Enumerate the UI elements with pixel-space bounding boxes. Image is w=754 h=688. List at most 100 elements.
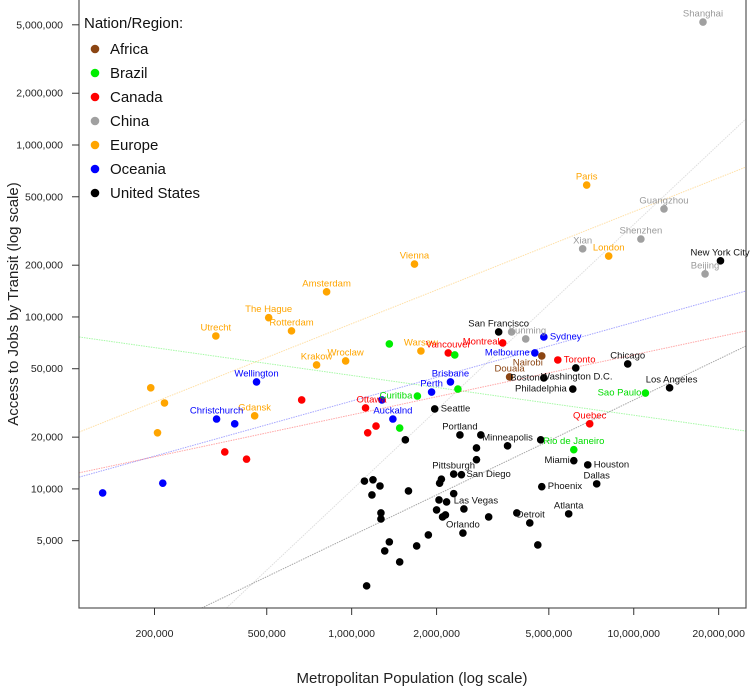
data-point-amsterdam	[322, 288, 331, 296]
legend-entry-europe: Europe	[110, 137, 158, 154]
data-point-london	[604, 252, 613, 260]
data-point-gdansk	[250, 412, 259, 420]
legend-marker-brazil	[90, 68, 100, 78]
data-point-new-york-city	[716, 257, 725, 265]
data-point-philadelphia	[568, 385, 577, 393]
data-point-quebec	[585, 420, 594, 428]
point-label-gdansk: Gdansk	[238, 402, 271, 413]
point-label-london: London	[593, 243, 625, 254]
data-point-united-states	[435, 479, 444, 487]
data-point-oceania	[230, 420, 239, 428]
point-label-christchurch: Christchurch	[190, 406, 243, 417]
x-tick-label: 5,000,000	[525, 628, 572, 640]
data-point-detroit	[525, 519, 534, 527]
y-tick-label: 1,000,000	[16, 140, 63, 152]
point-label-seattle: Seattle	[441, 403, 471, 414]
data-point-chicago	[623, 360, 632, 368]
data-point-united-states	[401, 436, 410, 444]
y-axis: 5,000 10,000 20,000 50,000 100,000 200,000 500…	[16, 19, 79, 547]
data-point-melbourne	[531, 349, 539, 357]
point-label-warsaw: Warsaw	[404, 337, 438, 348]
legend-marker-europe	[90, 140, 100, 150]
data-point-ottawa	[361, 404, 370, 412]
point-label-shanghai: Shanghai	[683, 9, 723, 20]
data-point-nairobi	[537, 352, 546, 360]
point-label-montreal: Montreal	[463, 336, 500, 347]
data-point-united-states	[369, 475, 377, 484]
data-point-kunming	[521, 335, 530, 343]
point-label-rio-de-janeiro: Rio de Janeiro	[543, 436, 604, 447]
x-tick-label: 20,000,000	[692, 628, 745, 640]
data-point-united-states	[404, 487, 413, 495]
y-tick-label: 500,000	[25, 191, 63, 203]
trend-line-brazil	[78, 336, 747, 432]
data-point-krakow	[312, 361, 321, 369]
y-tick-label: 200,000	[25, 260, 63, 272]
y-tick-label: 100,000	[25, 311, 63, 323]
data-point-china	[507, 328, 516, 336]
data-point-united-states	[376, 482, 384, 490]
data-point-united-states	[360, 477, 369, 485]
data-point-wellington	[252, 378, 261, 386]
data-point-united-states	[435, 496, 443, 504]
data-point-united-states	[536, 436, 545, 444]
point-label-wroclaw: Wroclaw	[328, 347, 364, 358]
data-point-europe	[160, 399, 169, 407]
data-point-rio-de-janeiro	[569, 445, 578, 454]
data-point-united-states	[395, 558, 404, 566]
point-label-shenzhen: Shenzhen	[619, 226, 662, 237]
data-point-canada	[220, 448, 229, 456]
point-label-sydney: Sydney	[550, 331, 582, 342]
point-label-philadelphia: Philadelphia	[515, 384, 567, 395]
data-point-united-states	[477, 431, 485, 439]
data-point-united-states	[432, 506, 441, 514]
point-label-washington-d-c: Washington D.C.	[541, 371, 612, 382]
point-label-douala: Douala	[495, 363, 526, 374]
legend-entry-canada: Canada	[110, 89, 163, 106]
point-label-las-vegas: Las Vegas	[454, 495, 499, 506]
plot-frame	[78, 0, 747, 609]
data-point-united-states	[438, 513, 447, 521]
data-point-portland	[456, 431, 464, 439]
data-point-united-states	[385, 538, 394, 546]
data-point-shanghai	[699, 18, 707, 26]
point-label-detroit: Detroit	[517, 509, 545, 520]
legend-marker-canada	[90, 92, 100, 102]
point-label-beijing: Beijing	[691, 260, 720, 271]
data-point-united-states	[377, 509, 385, 517]
data-point-minneapolis	[503, 442, 512, 450]
x-tick-label: 500,000	[248, 628, 286, 640]
data-point-atlanta	[564, 510, 573, 518]
point-label-toronto: Toronto	[564, 354, 596, 365]
legend-title: Nation/Region:	[84, 15, 183, 32]
data-point-vienna	[410, 260, 419, 268]
data-point-united-states	[424, 531, 433, 539]
y-axis-title: Access to Jobs by Transit (log scale)	[5, 182, 22, 425]
data-point-san-francisco	[494, 328, 503, 336]
data-point-douala	[505, 373, 514, 381]
point-label-orlando: Orlando	[446, 520, 480, 531]
data-point-phoenix	[537, 482, 546, 491]
data-point-united-states	[442, 498, 451, 506]
trend-line-canada	[78, 330, 747, 474]
data-point-boston	[540, 374, 548, 382]
point-label-chicago: Chicago	[610, 350, 645, 361]
data-point-christchurch	[212, 415, 221, 423]
data-point-sao-paulo	[641, 389, 650, 397]
data-point-las-vegas	[460, 505, 468, 513]
point-label-wellington: Wellington	[234, 368, 278, 379]
legend: Nation/Region: Africa Brazil Canada China Eu…	[84, 15, 200, 202]
point-label-san-francisco: San Francisco	[468, 318, 529, 329]
trend-line-china	[226, 118, 747, 609]
legend-marker-united-states	[90, 188, 100, 198]
point-label-pittsburgh: Pittsburgh	[432, 461, 475, 472]
point-label-brisbane: Brisbane	[432, 368, 470, 379]
data-point-san-diego	[457, 470, 466, 479]
data-point-united-states	[449, 489, 458, 498]
point-label-portland: Portland	[442, 421, 477, 432]
data-point-brazil	[450, 351, 459, 359]
data-point-seattle	[430, 405, 439, 413]
point-label-the-hague: The Hague	[245, 304, 292, 315]
data-point-oceania	[158, 479, 167, 487]
data-point-europe	[146, 384, 155, 392]
